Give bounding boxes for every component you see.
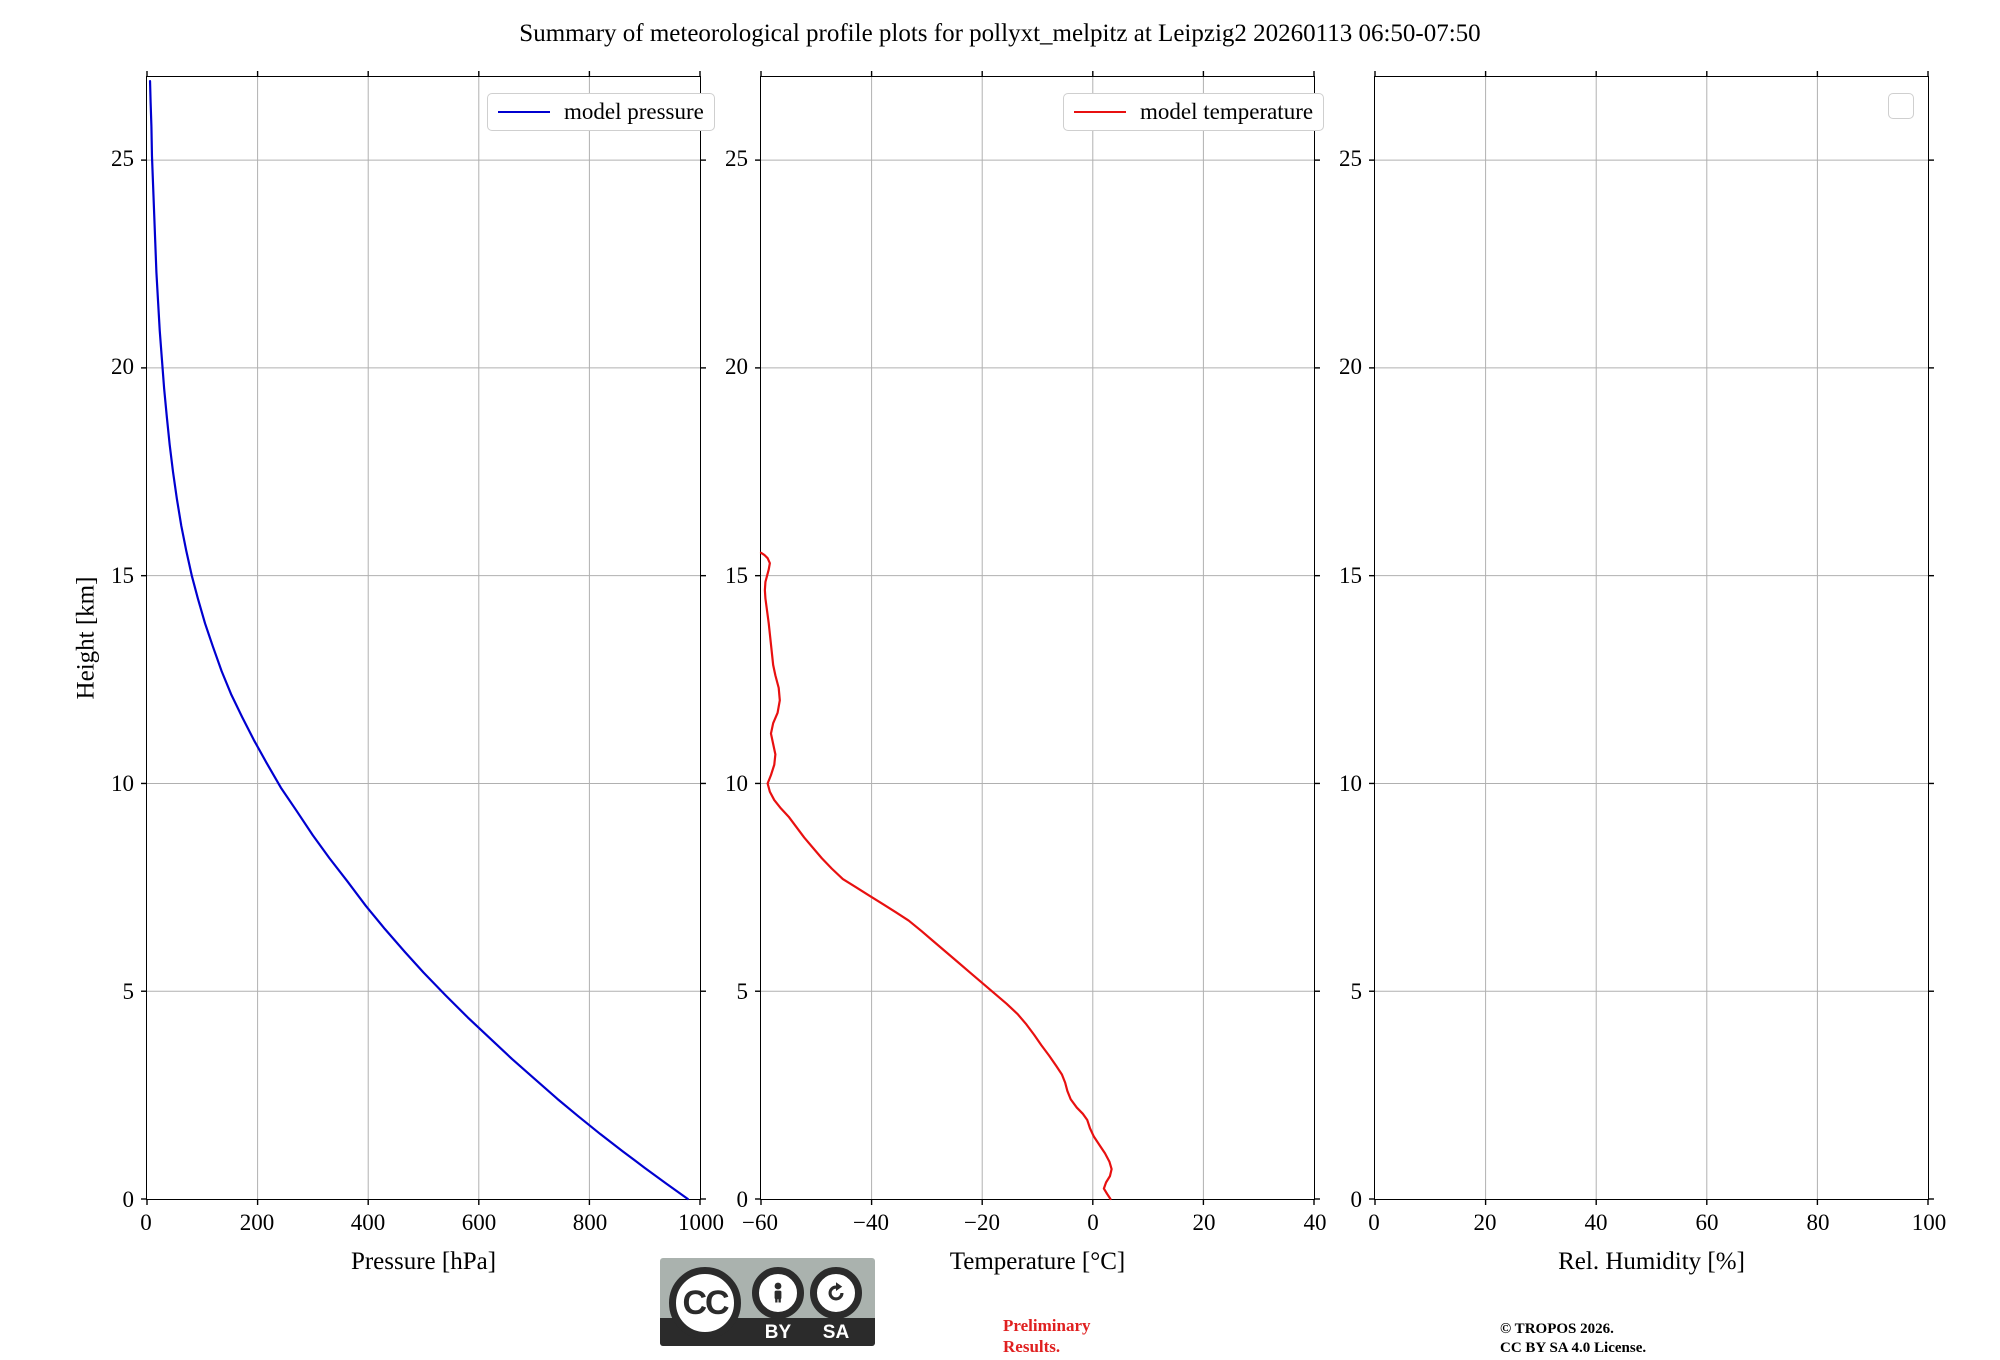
legend-temperature[interactable]: model temperature — [1063, 93, 1325, 131]
x-tick-label: −40 — [853, 1210, 889, 1235]
cc-by-label: BY — [764, 1322, 792, 1343]
legend-relative-humidity-empty[interactable] — [1888, 93, 1914, 119]
cc-icon: CC — [669, 1267, 741, 1339]
figure-title: Summary of meteorological profile plots … — [519, 20, 1481, 47]
panel-pressure — [141, 71, 706, 1205]
x-tick-label: 40 — [1584, 1210, 1608, 1235]
y-tick-label: 20 — [1339, 354, 1362, 380]
x-tick-label: 200 — [239, 1210, 275, 1235]
x-tick-label: 0 — [1368, 1210, 1380, 1235]
relative-humidity-plot-area — [1369, 71, 1934, 1205]
legend-line-icon — [1074, 111, 1126, 113]
x-tick-label: 20 — [1473, 1210, 1497, 1235]
y-tick-label: 5 — [122, 978, 135, 1004]
y-axis-label: Height [km] — [71, 576, 99, 700]
copyright-line-2: CC BY SA 4.0 License. — [1500, 1339, 1647, 1356]
legend-label-model-temperature: model temperature — [1140, 99, 1314, 124]
preliminary-line-2: Results. — [1003, 1337, 1061, 1357]
y-tick-label: 25 — [111, 146, 134, 172]
x-tick-label: 20 — [1192, 1210, 1216, 1235]
y-tick-label: 15 — [725, 562, 748, 588]
y-tick-label: 25 — [1339, 146, 1362, 172]
x-tick-label: 600 — [461, 1210, 497, 1235]
x-tick-label: 0 — [1087, 1210, 1099, 1235]
pressure-plot-area — [141, 71, 706, 1205]
panel-relative-humidity — [1369, 71, 1934, 1205]
y-tick-label: 5 — [736, 978, 749, 1004]
cc-sa-label: SA — [822, 1322, 850, 1343]
preliminary-line-1: Preliminary — [1003, 1316, 1091, 1335]
x-axis-label: Pressure [hPa] — [350, 1248, 497, 1275]
y-tick-label: 0 — [122, 1187, 135, 1212]
share-alike-glyph — [828, 1282, 844, 1301]
x-tick-label: 400 — [350, 1210, 386, 1235]
legend-pressure[interactable]: model pressure — [487, 93, 715, 131]
panel-temperature — [755, 71, 1320, 1205]
x-tick-label: 60 — [1695, 1210, 1719, 1235]
x-tick-label: −60 — [742, 1210, 778, 1235]
y-tick-label: 15 — [1339, 562, 1362, 588]
x-axis-label: Rel. Humidity [%] — [1558, 1248, 1745, 1275]
y-tick-label: 20 — [725, 354, 748, 380]
y-tick-label: 15 — [111, 562, 134, 588]
y-tick-label: 20 — [111, 354, 134, 380]
cc-license-badge: CC BY SA — [660, 1258, 875, 1346]
temperature-plot-area — [755, 71, 1320, 1205]
y-tick-label: 0 — [1350, 1187, 1363, 1212]
x-tick-label: −20 — [964, 1210, 1000, 1235]
person-glyph — [774, 1282, 782, 1303]
x-axis-label: Temperature [°C] — [949, 1248, 1126, 1275]
legend-line-icon — [498, 111, 550, 113]
cc-sa-share-alike-icon — [810, 1267, 862, 1319]
x-tick-label: 40 — [1303, 1210, 1327, 1235]
legend-label-model-pressure: model pressure — [564, 99, 704, 124]
preliminary-results-note: Preliminary Results. — [1003, 1315, 1091, 1358]
y-tick-label: 5 — [1350, 978, 1363, 1004]
x-tick-label: 1000 — [678, 1210, 724, 1235]
y-tick-label: 10 — [725, 770, 748, 796]
y-tick-label: 0 — [736, 1187, 749, 1212]
x-tick-label: 0 — [140, 1210, 152, 1235]
y-tick-label: 10 — [111, 770, 134, 796]
copyright-line-1: © TROPOS 2026. — [1500, 1321, 1614, 1337]
x-tick-label: 800 — [572, 1210, 608, 1235]
y-tick-label: 10 — [1339, 770, 1362, 796]
x-tick-label: 100 — [1911, 1210, 1947, 1235]
cc-by-person-icon — [752, 1267, 804, 1319]
y-tick-label: 25 — [725, 146, 748, 172]
x-tick-label: 80 — [1806, 1210, 1830, 1235]
copyright-note: © TROPOS 2026. CC BY SA 4.0 License. — [1500, 1320, 1646, 1358]
